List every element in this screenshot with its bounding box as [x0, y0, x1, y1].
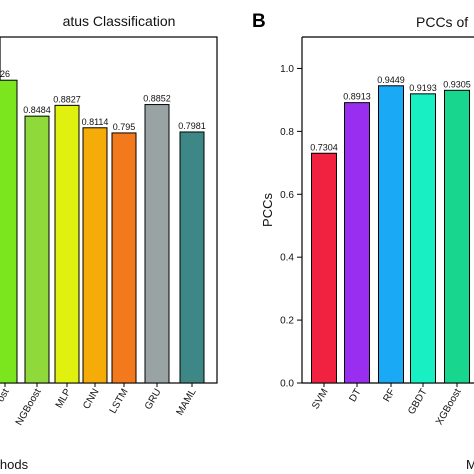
- bar-value-label: 0.7981: [178, 121, 206, 131]
- bar-value-label: 0.9305: [443, 79, 471, 89]
- bar-value-label: 0.7304: [310, 142, 338, 152]
- x-tick-label: GRU: [143, 387, 164, 412]
- panel-a-x-axis-label: hods: [0, 457, 29, 472]
- bar-0-1: [24, 115, 50, 384]
- bar-0-4: [111, 132, 137, 384]
- x-tick-label: ost: [0, 387, 12, 404]
- bar-0-3: [82, 127, 108, 384]
- x-tick-label: CNN: [81, 387, 101, 411]
- x-tick-label: XGBoost: [434, 387, 464, 427]
- panel-b-y-axis-label: PCCs: [260, 193, 275, 227]
- bar-value-label: 0.8913: [343, 92, 371, 102]
- bar-value-label: 0.9449: [377, 75, 405, 85]
- bar-1-2: [378, 85, 404, 384]
- panel-b: B PCCs of 0.0 0.2 0.4 0.6 0.8 1.0 PCCs 0.7304…: [252, 11, 474, 472]
- panel-a: atus Classification 26 ost 0.8484 NGBoost 0.…: [0, 13, 218, 472]
- y-tick-label: 0.0: [280, 379, 294, 390]
- bar-1-4: [444, 89, 470, 384]
- y-tick-label: 0.8: [280, 127, 294, 138]
- bar-0-2: [54, 104, 80, 384]
- y-tick-label: 0.4: [280, 253, 294, 264]
- panel-a-frame: [0, 36, 218, 384]
- x-tick-label: MLP: [54, 387, 74, 411]
- bar-1-0: [311, 152, 337, 384]
- bar-value-label: 0.795: [113, 122, 136, 132]
- bar-0-5: [144, 104, 170, 384]
- bar-1-1: [344, 102, 370, 384]
- panel-b-letter: B: [252, 11, 266, 32]
- bar-0-0: [0, 79, 18, 384]
- panel-b-x-axis-label: M: [466, 457, 474, 472]
- bar-value-label: 0.8827: [53, 94, 81, 104]
- panel-b-title: PCCs of: [416, 14, 468, 30]
- x-tick-label: SVM: [310, 387, 330, 411]
- x-tick-label: GBDT: [406, 387, 429, 417]
- bar-value-label: 0.8852: [143, 94, 171, 104]
- x-tick-label: DT: [347, 387, 363, 404]
- bar-1-3: [410, 93, 436, 384]
- panel-b-y-ticks: 0.0 0.2 0.4 0.6 0.8 1.0: [280, 64, 302, 390]
- bar-value-label: 0.8484: [23, 105, 51, 115]
- y-tick-label: 0.6: [280, 190, 294, 201]
- x-tick-label: MAML: [175, 387, 199, 418]
- bar-value-label: 26: [0, 69, 10, 79]
- bar-value-label: 0.9193: [409, 83, 437, 93]
- y-tick-label: 0.2: [280, 316, 294, 327]
- x-tick-label: RF: [381, 387, 397, 404]
- x-tick-label: NGBoost: [14, 387, 44, 428]
- bar-0-6: [179, 131, 205, 384]
- panel-b-bars: 0.7304 SVM 0.8913 DT 0.9449 RF 0.9193 GBDT 0.930…: [310, 75, 471, 427]
- panel-a-bars: 26 ost 0.8484 NGBoost 0.8827 MLP 0.8114 CNN 0.79…: [0, 69, 206, 428]
- bar-value-label: 0.8114: [82, 117, 109, 127]
- y-tick-label: 1.0: [280, 64, 294, 75]
- panel-a-title: atus Classification: [63, 13, 176, 29]
- x-tick-label: LSTM: [108, 387, 131, 416]
